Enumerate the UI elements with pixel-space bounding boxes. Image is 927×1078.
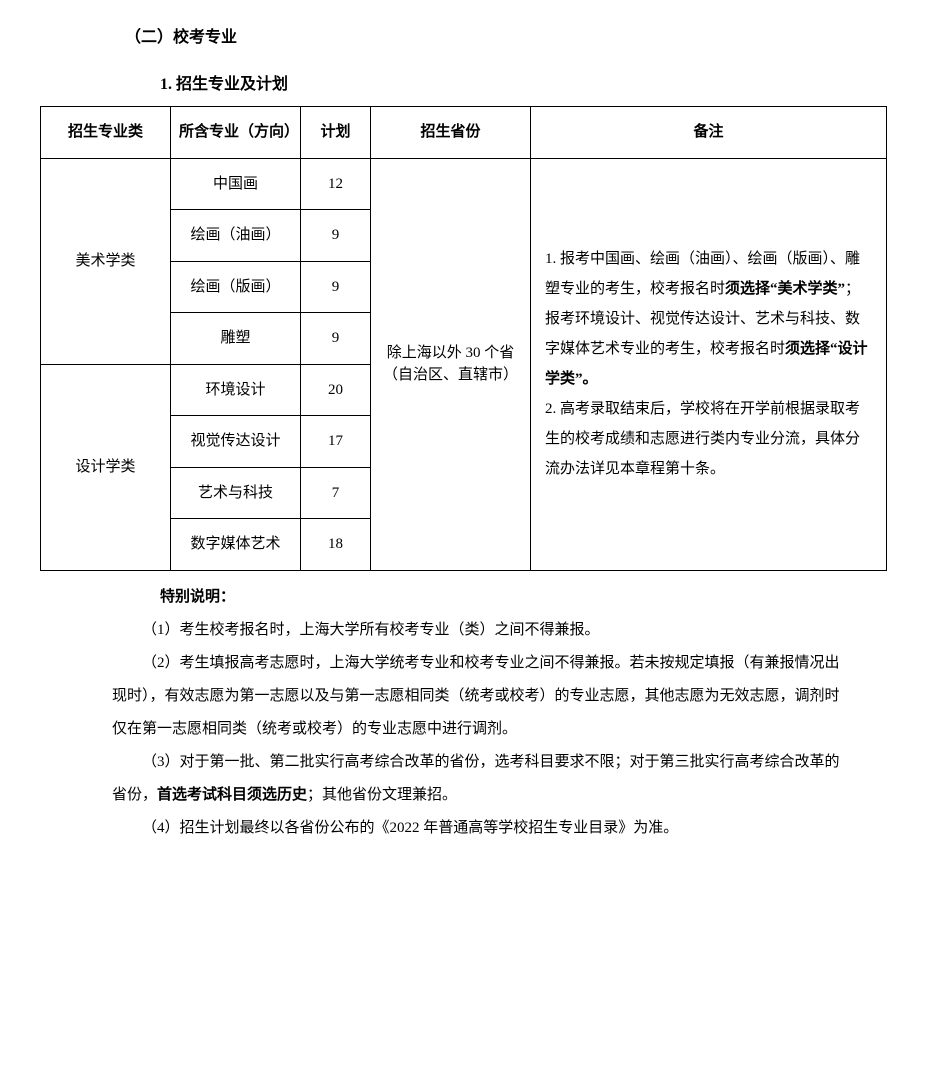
- cell-notes: 1. 报考中国画、绘画（油画）、绘画（版画）、雕塑专业的考生，校考报名时须选择“…: [531, 158, 887, 570]
- cell-category: 美术学类: [41, 158, 171, 364]
- paragraph-1: （1）考生校考报名时，上海大学所有校考专业（类）之间不得兼报。: [112, 614, 847, 647]
- majors-table: 招生专业类 所含专业（方向） 计划 招生省份 备注 美术学类 中国画 12 除上…: [40, 106, 887, 571]
- paragraph-2: （2）考生填报高考志愿时，上海大学统考专业和校考专业之间不得兼报。若未按规定填报…: [112, 647, 847, 746]
- cell-plan: 7: [301, 467, 371, 519]
- cell-plan: 9: [301, 210, 371, 262]
- th-plan: 计划: [301, 107, 371, 159]
- cell-plan: 18: [301, 519, 371, 571]
- th-category: 招生专业类: [41, 107, 171, 159]
- cell-major: 数字媒体艺术: [171, 519, 301, 571]
- section-title: （二）校考专业: [125, 20, 887, 55]
- cell-major: 视觉传达设计: [171, 416, 301, 468]
- cell-category: 设计学类: [41, 364, 171, 570]
- cell-major: 中国画: [171, 158, 301, 210]
- cell-major: 雕塑: [171, 313, 301, 365]
- p4-text: （4）招生计划最终以各省份公布的《2022 年普通高等学校招生专业目录》为准。: [142, 820, 678, 836]
- cell-major: 环境设计: [171, 364, 301, 416]
- p1-text: （1）考生校考报名时，上海大学所有校考专业（类）之间不得兼报。: [142, 622, 600, 638]
- th-major: 所含专业（方向）: [171, 107, 301, 159]
- cell-plan: 12: [301, 158, 371, 210]
- cell-province: 除上海以外 30 个省（自治区、直辖市）: [371, 158, 531, 570]
- table-row: 美术学类 中国画 12 除上海以外 30 个省（自治区、直辖市） 1. 报考中国…: [41, 158, 887, 210]
- p2-text: （2）考生填报高考志愿时，上海大学统考专业和校考专业之间不得兼报。若未按规定填报…: [112, 655, 840, 737]
- paragraph-4: （4）招生计划最终以各省份公布的《2022 年普通高等学校招生专业目录》为准。: [112, 812, 847, 845]
- notes-text: 2. 高考录取结束后，学校将在开学前根据录取考生的校考成绩和志愿进行类内专业分流…: [545, 401, 860, 477]
- paragraph-3: （3）对于第一批、第二批实行高考综合改革的省份，选考科目要求不限；对于第三批实行…: [112, 746, 847, 812]
- th-notes: 备注: [531, 107, 887, 159]
- notes-bold: 须选择“美术学类”: [725, 281, 845, 297]
- cell-plan: 9: [301, 261, 371, 313]
- th-province: 招生省份: [371, 107, 531, 159]
- extra-title: 特别说明：: [160, 581, 887, 614]
- cell-plan: 20: [301, 364, 371, 416]
- p3-suffix: ；其他省份文理兼招。: [307, 787, 457, 803]
- cell-major: 绘画（油画）: [171, 210, 301, 262]
- cell-plan: 17: [301, 416, 371, 468]
- p3-bold: 首选考试科目须选历史: [157, 787, 307, 803]
- cell-major: 艺术与科技: [171, 467, 301, 519]
- cell-major: 绘画（版画）: [171, 261, 301, 313]
- subsection-title: 1. 招生专业及计划: [160, 67, 887, 102]
- cell-plan: 9: [301, 313, 371, 365]
